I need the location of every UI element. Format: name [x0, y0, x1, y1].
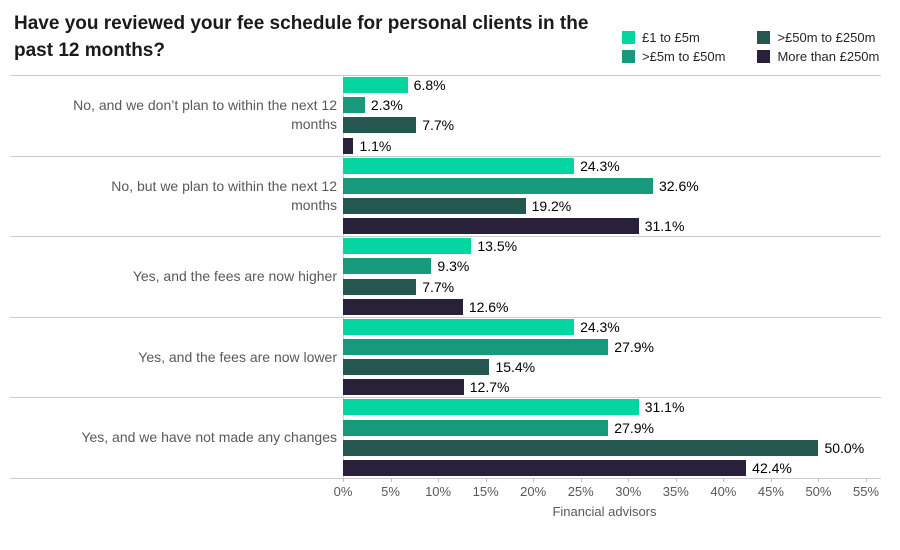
axis-tick: [628, 478, 630, 482]
legend-label: >£50m to £250m: [777, 30, 876, 45]
axis-tick-label: 5%: [381, 484, 400, 499]
axis-tick: [866, 478, 867, 482]
category-label: No, and we don’t plan to within the next…: [73, 97, 337, 133]
bar: [343, 157, 575, 174]
category-label: Yes, and the fees are now higher: [132, 267, 337, 284]
legend: £1 to £5m >£5m to £50m >£50m to £250m More …: [622, 31, 879, 63]
axis-tick-label: 10%: [425, 484, 452, 499]
bar: [343, 399, 639, 416]
bar-value-label: 27.9%: [614, 419, 654, 436]
axis-tick-label: 30%: [615, 484, 642, 499]
separator-line: [10, 317, 881, 318]
axis-tick: [770, 478, 772, 482]
bar-value-label: 24.3%: [580, 318, 620, 335]
bar: [343, 379, 464, 396]
category-label: No, but we plan to within the next 12 mon…: [111, 177, 337, 213]
legend-swatch-icon: [622, 31, 635, 44]
legend-label: £1 to £5m: [642, 30, 700, 45]
bar: [343, 339, 609, 356]
bar-value-label: 24.3%: [580, 157, 620, 174]
separator-line: [10, 236, 881, 237]
bar-value-label: 9.3%: [437, 258, 470, 275]
bar: [343, 197, 526, 214]
legend-swatch-icon: [622, 50, 635, 63]
separator-line: [10, 156, 881, 157]
bar: [343, 117, 417, 134]
legend-label: More than £250m: [777, 49, 880, 64]
bar-value-label: 31.1%: [644, 218, 685, 235]
legend-swatch-icon: [757, 50, 771, 63]
legend-swatch-icon: [757, 31, 771, 44]
zero-axis-line: [343, 75, 344, 478]
bar: [343, 238, 472, 255]
axis-tick-label: 15%: [472, 484, 499, 499]
bar: [343, 97, 365, 114]
bar-value-label: 6.8%: [413, 77, 446, 94]
axis-tick: [438, 478, 440, 482]
axis-tick: [343, 478, 344, 482]
bar-value-label: 32.6%: [658, 177, 699, 194]
bar: [343, 459, 747, 476]
bar-value-label: 27.9%: [614, 339, 654, 356]
axis-tick: [818, 478, 820, 482]
bar: [343, 278, 417, 295]
legend-item: >£5m to £50m: [622, 50, 725, 63]
axis-tick: [723, 478, 725, 482]
axis-tick: [533, 478, 535, 482]
axis-tick-label: 25%: [567, 484, 594, 499]
bar: [343, 318, 575, 335]
bar-value-label: 31.1%: [644, 399, 685, 416]
bar: [343, 137, 354, 154]
bar-value-label: 1.1%: [359, 137, 392, 154]
axis-tick-label: 35%: [662, 484, 689, 499]
legend-label: >£5m to £50m: [642, 49, 726, 64]
bar-value-label: 19.2%: [531, 197, 572, 214]
bar: [343, 177, 653, 194]
axis-tick: [675, 478, 677, 482]
bar-value-label: 42.4%: [752, 459, 792, 476]
x-axis-line: [10, 478, 881, 479]
axis-tick-label: 40%: [710, 484, 737, 499]
bar-value-label: 7.7%: [422, 117, 455, 134]
bar: [343, 218, 639, 235]
x-axis-title: Financial advisors: [552, 504, 657, 519]
bar-value-label: 50.0%: [824, 439, 865, 456]
axis-tick-label: 20%: [520, 484, 547, 499]
axis-tick: [580, 478, 582, 482]
legend-item: £1 to £5m: [622, 31, 725, 44]
axis-tick-label: 45%: [757, 484, 784, 499]
bar: [343, 359, 490, 376]
separator-line: [10, 397, 881, 398]
axis-tick-label: 55%: [852, 484, 880, 499]
bar-value-label: 13.5%: [477, 238, 518, 255]
bar: [343, 419, 609, 436]
bar: [343, 258, 432, 275]
bar: [343, 439, 819, 456]
separator-line: [10, 75, 881, 76]
bar-value-label: 7.7%: [422, 278, 455, 295]
legend-item: >£50m to £250m: [757, 31, 879, 44]
axis-tick-label: 50%: [805, 484, 832, 499]
axis-tick: [485, 478, 487, 482]
bar: [343, 77, 408, 94]
category-label: Yes, and we have not made any changes: [81, 429, 337, 446]
bar-value-label: 2.3%: [370, 97, 403, 114]
legend-item: More than £250m: [757, 50, 879, 63]
bar-value-label: 15.4%: [495, 359, 536, 376]
bar-value-label: 12.6%: [468, 298, 509, 315]
category-label: Yes, and the fees are now lower: [138, 348, 337, 365]
bar: [343, 298, 463, 315]
axis-tick: [390, 478, 392, 482]
bar-value-label: 12.7%: [469, 379, 510, 396]
axis-tick-label: 0%: [333, 484, 353, 499]
chart-title: Have you reviewed your fee schedule for …: [14, 13, 589, 61]
